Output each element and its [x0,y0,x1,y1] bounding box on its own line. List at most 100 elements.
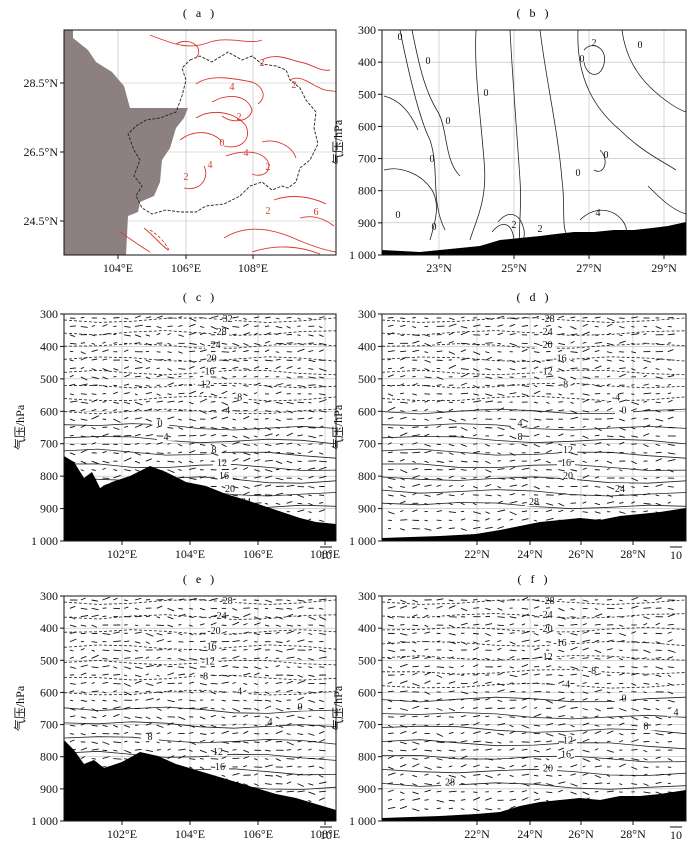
wind-vector-d [448,468,456,471]
wind-vector-d [643,443,649,448]
wind-vector-c [134,375,142,378]
wind-vector-c [232,486,239,489]
wind-vector-e [318,774,324,778]
wind-vector-e [286,714,295,718]
wind-vector-c [254,359,258,362]
wind-vector-e [134,666,143,670]
wind-vector-f [582,731,588,734]
wind-vector-c [319,417,323,420]
wind-vector-c [232,418,237,421]
wind-vector-f [582,639,591,643]
contour-line-f-13 [381,782,687,790]
wind-vector-d [594,486,601,488]
wind-vector-f [594,649,602,654]
wind-vector-d [594,450,602,454]
wind-vector-c [80,316,85,319]
contour-line-c-10 [63,448,337,459]
wind-vector-c [189,350,196,353]
wind-vector-d [582,511,588,513]
wind-vector-f [497,647,502,651]
wind-vector-f [448,765,453,768]
wind-vector-f [400,715,406,718]
wind-vector-e [156,674,160,677]
wind-vector-f [436,758,443,761]
wind-vector-d [643,333,647,336]
wind-vector-d [594,494,602,497]
wind-vector-c [232,350,236,353]
contour-label-bg-f-1 [537,608,555,619]
wind-vector-f [558,705,566,709]
wind-vector-d [667,383,672,386]
contour-line-d-9 [381,436,687,445]
wind-vector-e [167,672,175,676]
wind-vector-e [102,632,111,636]
wind-vector-d [473,451,480,454]
wind-vector-f [521,649,525,652]
wind-vector-f [497,672,503,676]
wind-vector-d [631,316,639,319]
wind-vector-f [558,674,564,677]
wind-vector-c [286,452,295,454]
wind-vector-f [667,639,673,643]
wind-vector-c [113,401,119,404]
wind-vector-c [319,460,327,463]
wind-vector-d [412,492,417,496]
wind-vector-d [460,418,466,421]
wind-vector-c [80,401,89,404]
wind-vector-e [199,616,204,619]
wind-vector-e [254,622,261,626]
wind-vector-c [156,315,163,319]
wind-vector-f [546,665,552,668]
xtick-label-d-1: 24°N [517,547,543,561]
wind-vector-d [546,509,553,513]
contour-label-a-6: 2 [266,162,271,173]
wind-vector-d [594,427,602,432]
wind-vector-f [521,631,530,634]
wind-vector-e [145,690,151,693]
contour-line-b-11 [647,185,687,215]
wind-vector-c [254,469,260,472]
wind-vector-e [199,640,206,643]
wind-vector-d [631,408,637,412]
contour-line-c-11 [63,463,337,471]
wind-vector-c [124,317,129,320]
wind-vector-e [80,691,86,693]
wind-vector-e [134,748,142,751]
wind-vector-d [606,375,611,378]
wind-vector-f [570,756,575,759]
wind-vector-c [91,393,97,395]
wind-vector-c [69,383,76,386]
wind-vector-e [156,708,162,711]
wind-vector-d [460,528,467,531]
wind-vector-d [619,325,625,329]
contour-label-bg-c-13 [221,483,239,494]
wind-vector-d [400,416,407,420]
wind-vector-e [199,724,206,728]
wind-vector-c [178,451,182,454]
panel-label-f: ( f ) [518,572,551,586]
wind-vector-d [655,502,661,506]
wind-vector-c [232,400,240,403]
wind-vector-e [134,699,139,701]
wind-vector-d [521,393,529,397]
wind-vector-e [253,616,261,621]
wind-vector-d [643,493,651,496]
wind-vector-e [113,724,119,728]
wind-vector-c [91,415,99,420]
wind-vector-c [91,460,99,465]
wind-vector-f [521,764,527,768]
wind-vector-f [594,782,603,785]
wind-vector-f [424,724,429,727]
wind-vector-e [80,672,87,676]
wind-vector-f [619,599,623,602]
wind-vector-e [286,722,292,726]
wind-vector-f [570,724,575,728]
wind-vector-f [546,599,554,602]
wind-vector-d [667,469,674,473]
contour-label-a-2: 4 [230,82,235,93]
contour-label-bg-f-8 [667,706,685,717]
wind-vector-e [167,732,172,734]
wind-vector-d [497,509,506,513]
contour-label-e-10: 12 [213,747,223,758]
contour-label-bg-e-7 [291,700,309,711]
